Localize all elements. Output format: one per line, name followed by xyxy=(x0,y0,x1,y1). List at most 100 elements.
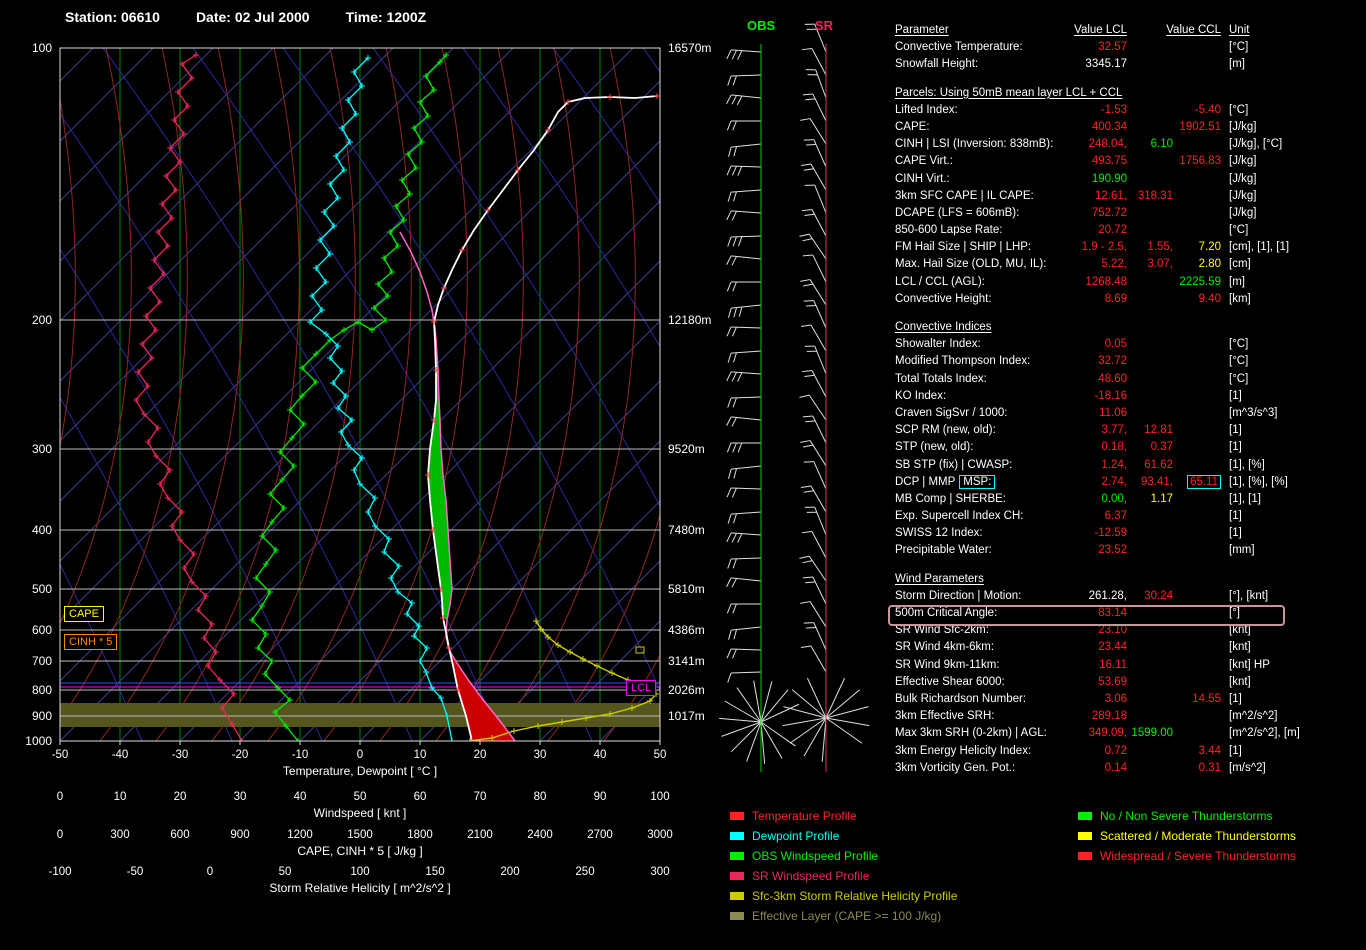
param-value: 1268.48 xyxy=(1085,276,1127,288)
legend-item: Sfc-3km Storm Relative Helicity Profile xyxy=(730,886,957,906)
pressure-tick-label: 900 xyxy=(32,709,52,723)
windspeed-axis-title: Windspeed [ knt ] xyxy=(60,806,660,820)
section-title: Wind Parameters xyxy=(895,573,984,585)
param-value: 1.24, xyxy=(1101,459,1127,471)
param-value: 6.10 xyxy=(1151,138,1173,150)
param-value: 289.18 xyxy=(1092,710,1127,722)
cape-chart-label: CAPE xyxy=(64,606,104,622)
table-row: CINH Virt.:190.90[J/kg] xyxy=(895,173,1363,190)
param-unit: [1] xyxy=(1229,745,1242,757)
param-value: 3.06 xyxy=(1105,693,1127,705)
param-label: Craven SigSvr / 1000: xyxy=(895,407,1065,419)
param-value: -5.40 xyxy=(1195,104,1221,116)
value-cell: 248.04, xyxy=(1065,138,1127,150)
temperature-tick-label: -50 xyxy=(52,749,69,761)
param-label: MB Comp | SHERBE: xyxy=(895,493,1065,505)
value-cell: 0.18, xyxy=(1065,441,1127,453)
legend-swatch xyxy=(730,852,744,860)
param-value: -18.16 xyxy=(1094,390,1127,402)
legend-label: No / Non Severe Thunderstorms xyxy=(1100,809,1273,823)
param-label: Snowfall Height: xyxy=(895,58,1065,70)
table-row: Max. Hail Size (OLD, MU, IL):5.22,3.07,2… xyxy=(895,258,1363,275)
windspeed-tick-label: 100 xyxy=(650,791,669,803)
param-unit: [1] xyxy=(1229,390,1242,402)
param-unit: [J/kg], [°C] xyxy=(1229,138,1282,150)
srh-tick-label: 200 xyxy=(500,866,519,878)
srh-tick-label: 150 xyxy=(425,866,444,878)
param-unit: [J/kg] xyxy=(1229,207,1256,219)
param-value: 93.41, xyxy=(1141,476,1173,488)
param-unit: [J/kg] xyxy=(1229,155,1256,167)
param-unit: [1], [%], [%] xyxy=(1229,476,1288,488)
value-cell: 11.06 xyxy=(1065,407,1127,419)
param-unit: [°C] xyxy=(1229,373,1248,385)
param-label: SR Wind 9km-11km: xyxy=(895,659,1065,671)
value-cell: 53.69 xyxy=(1065,676,1127,688)
param-label: DCAPE (LFS = 606mB): xyxy=(895,207,1065,219)
param-label: 3km Effective SRH: xyxy=(895,710,1065,722)
param-unit: [°C] xyxy=(1229,41,1248,53)
table-row: CINH | LSI (Inversion: 838mB):248.04, 6.1… xyxy=(895,138,1363,155)
param-label: SR Wind Sfc-2km: xyxy=(895,624,1065,636)
param-unit: [1] xyxy=(1229,510,1242,522)
param-label: CINH Virt.: xyxy=(895,173,1065,185)
temperature-tick-label: -40 xyxy=(112,749,129,761)
sr-wind-column-label: SR xyxy=(815,18,833,33)
legend-swatch xyxy=(1078,812,1092,820)
param-label: Convective Temperature: xyxy=(895,41,1065,53)
param-unit: [cm] xyxy=(1229,258,1251,270)
value-cell: 3.07, xyxy=(1127,258,1173,270)
param-value: 23.10 xyxy=(1098,624,1127,636)
table-row: SR Wind 9km-11km:16.11[knt] HP xyxy=(895,659,1363,676)
param-value: 48.60 xyxy=(1098,373,1127,385)
param-unit: [m/s^2] xyxy=(1229,762,1266,774)
obs-wind-column-label: OBS xyxy=(747,18,775,33)
value-cell: 32.57 xyxy=(1065,41,1127,53)
param-value: 8.69 xyxy=(1105,293,1127,305)
param-label: Exp. Supercell Index CH: xyxy=(895,510,1065,522)
windspeed-tick-label: 90 xyxy=(594,791,607,803)
table-row: CAPE Virt.:493.751756.83[J/kg] xyxy=(895,155,1363,172)
table-section-header: Parcels: Using 50mB mean layer LCL + CCL xyxy=(895,87,1363,104)
param-value: 400.34 xyxy=(1092,121,1127,133)
value-cell: 0.05 xyxy=(1065,338,1127,350)
param-label: FM Hail Size | SHIP | LHP: xyxy=(895,241,1065,253)
value-cell: 20.72 xyxy=(1065,224,1127,236)
parameter-table: Parameter Value LCL Value CCL Unit Conve… xyxy=(895,24,1363,779)
param-unit: [°C] xyxy=(1229,104,1248,116)
param-label: CINH | LSI (Inversion: 838mB): xyxy=(895,138,1065,150)
table-row: 500m Critical Angle:83.14[°] xyxy=(895,607,1363,624)
table-row: SR Wind Sfc-2km:23.10[knt] xyxy=(895,624,1363,641)
param-label: Max. Hail Size (OLD, MU, IL): xyxy=(895,258,1065,270)
param-value: 20.72 xyxy=(1098,224,1127,236)
param-value: 11.06 xyxy=(1099,407,1127,419)
value-cell: 23.10 xyxy=(1065,624,1127,636)
param-unit: [J/kg] xyxy=(1229,173,1256,185)
table-row: Showalter Index:0.05[°C] xyxy=(895,338,1363,355)
param-unit: [m] xyxy=(1229,276,1245,288)
param-unit: [°C] xyxy=(1229,224,1248,236)
param-value: 318.31 xyxy=(1138,190,1173,202)
param-unit: [knt] xyxy=(1229,641,1251,653)
msp-highlight-box[interactable]: MSP: xyxy=(959,475,995,489)
height-tick-label: 4386m xyxy=(668,623,705,637)
value-cell: 1756.83 xyxy=(1173,155,1221,167)
value-cell: 6.37 xyxy=(1065,510,1127,522)
param-unit: [knt] HP xyxy=(1229,659,1270,671)
param-label: DCP | MMPMSP: xyxy=(895,476,1065,488)
param-value: 14.55 xyxy=(1192,693,1221,705)
table-row: SWISS 12 Index:-12.59[1] xyxy=(895,527,1363,544)
table-row: Storm Direction | Motion:261.28,30.24[°]… xyxy=(895,590,1363,607)
windspeed-tick-label: 10 xyxy=(114,791,127,803)
legend-profiles: Temperature ProfileDewpoint ProfileOBS W… xyxy=(730,806,957,926)
param-value: 1599.00 xyxy=(1131,727,1173,739)
table-row: Max 3km SRH (0-2km) | AGL:349.09,1599.00… xyxy=(895,727,1363,744)
cape-tick-label: 2400 xyxy=(527,829,553,841)
table-row: Lifted Index:-1.53-5.40[°C] xyxy=(895,104,1363,121)
temperature-tick-label: 50 xyxy=(654,749,667,761)
value-cell: 3.06 xyxy=(1065,693,1127,705)
height-tick-label: 2026m xyxy=(668,683,705,697)
value-cell: 6.10 xyxy=(1127,138,1173,150)
param-unit: [1], [1] xyxy=(1229,493,1261,505)
param-value: 2.74, xyxy=(1101,476,1127,488)
